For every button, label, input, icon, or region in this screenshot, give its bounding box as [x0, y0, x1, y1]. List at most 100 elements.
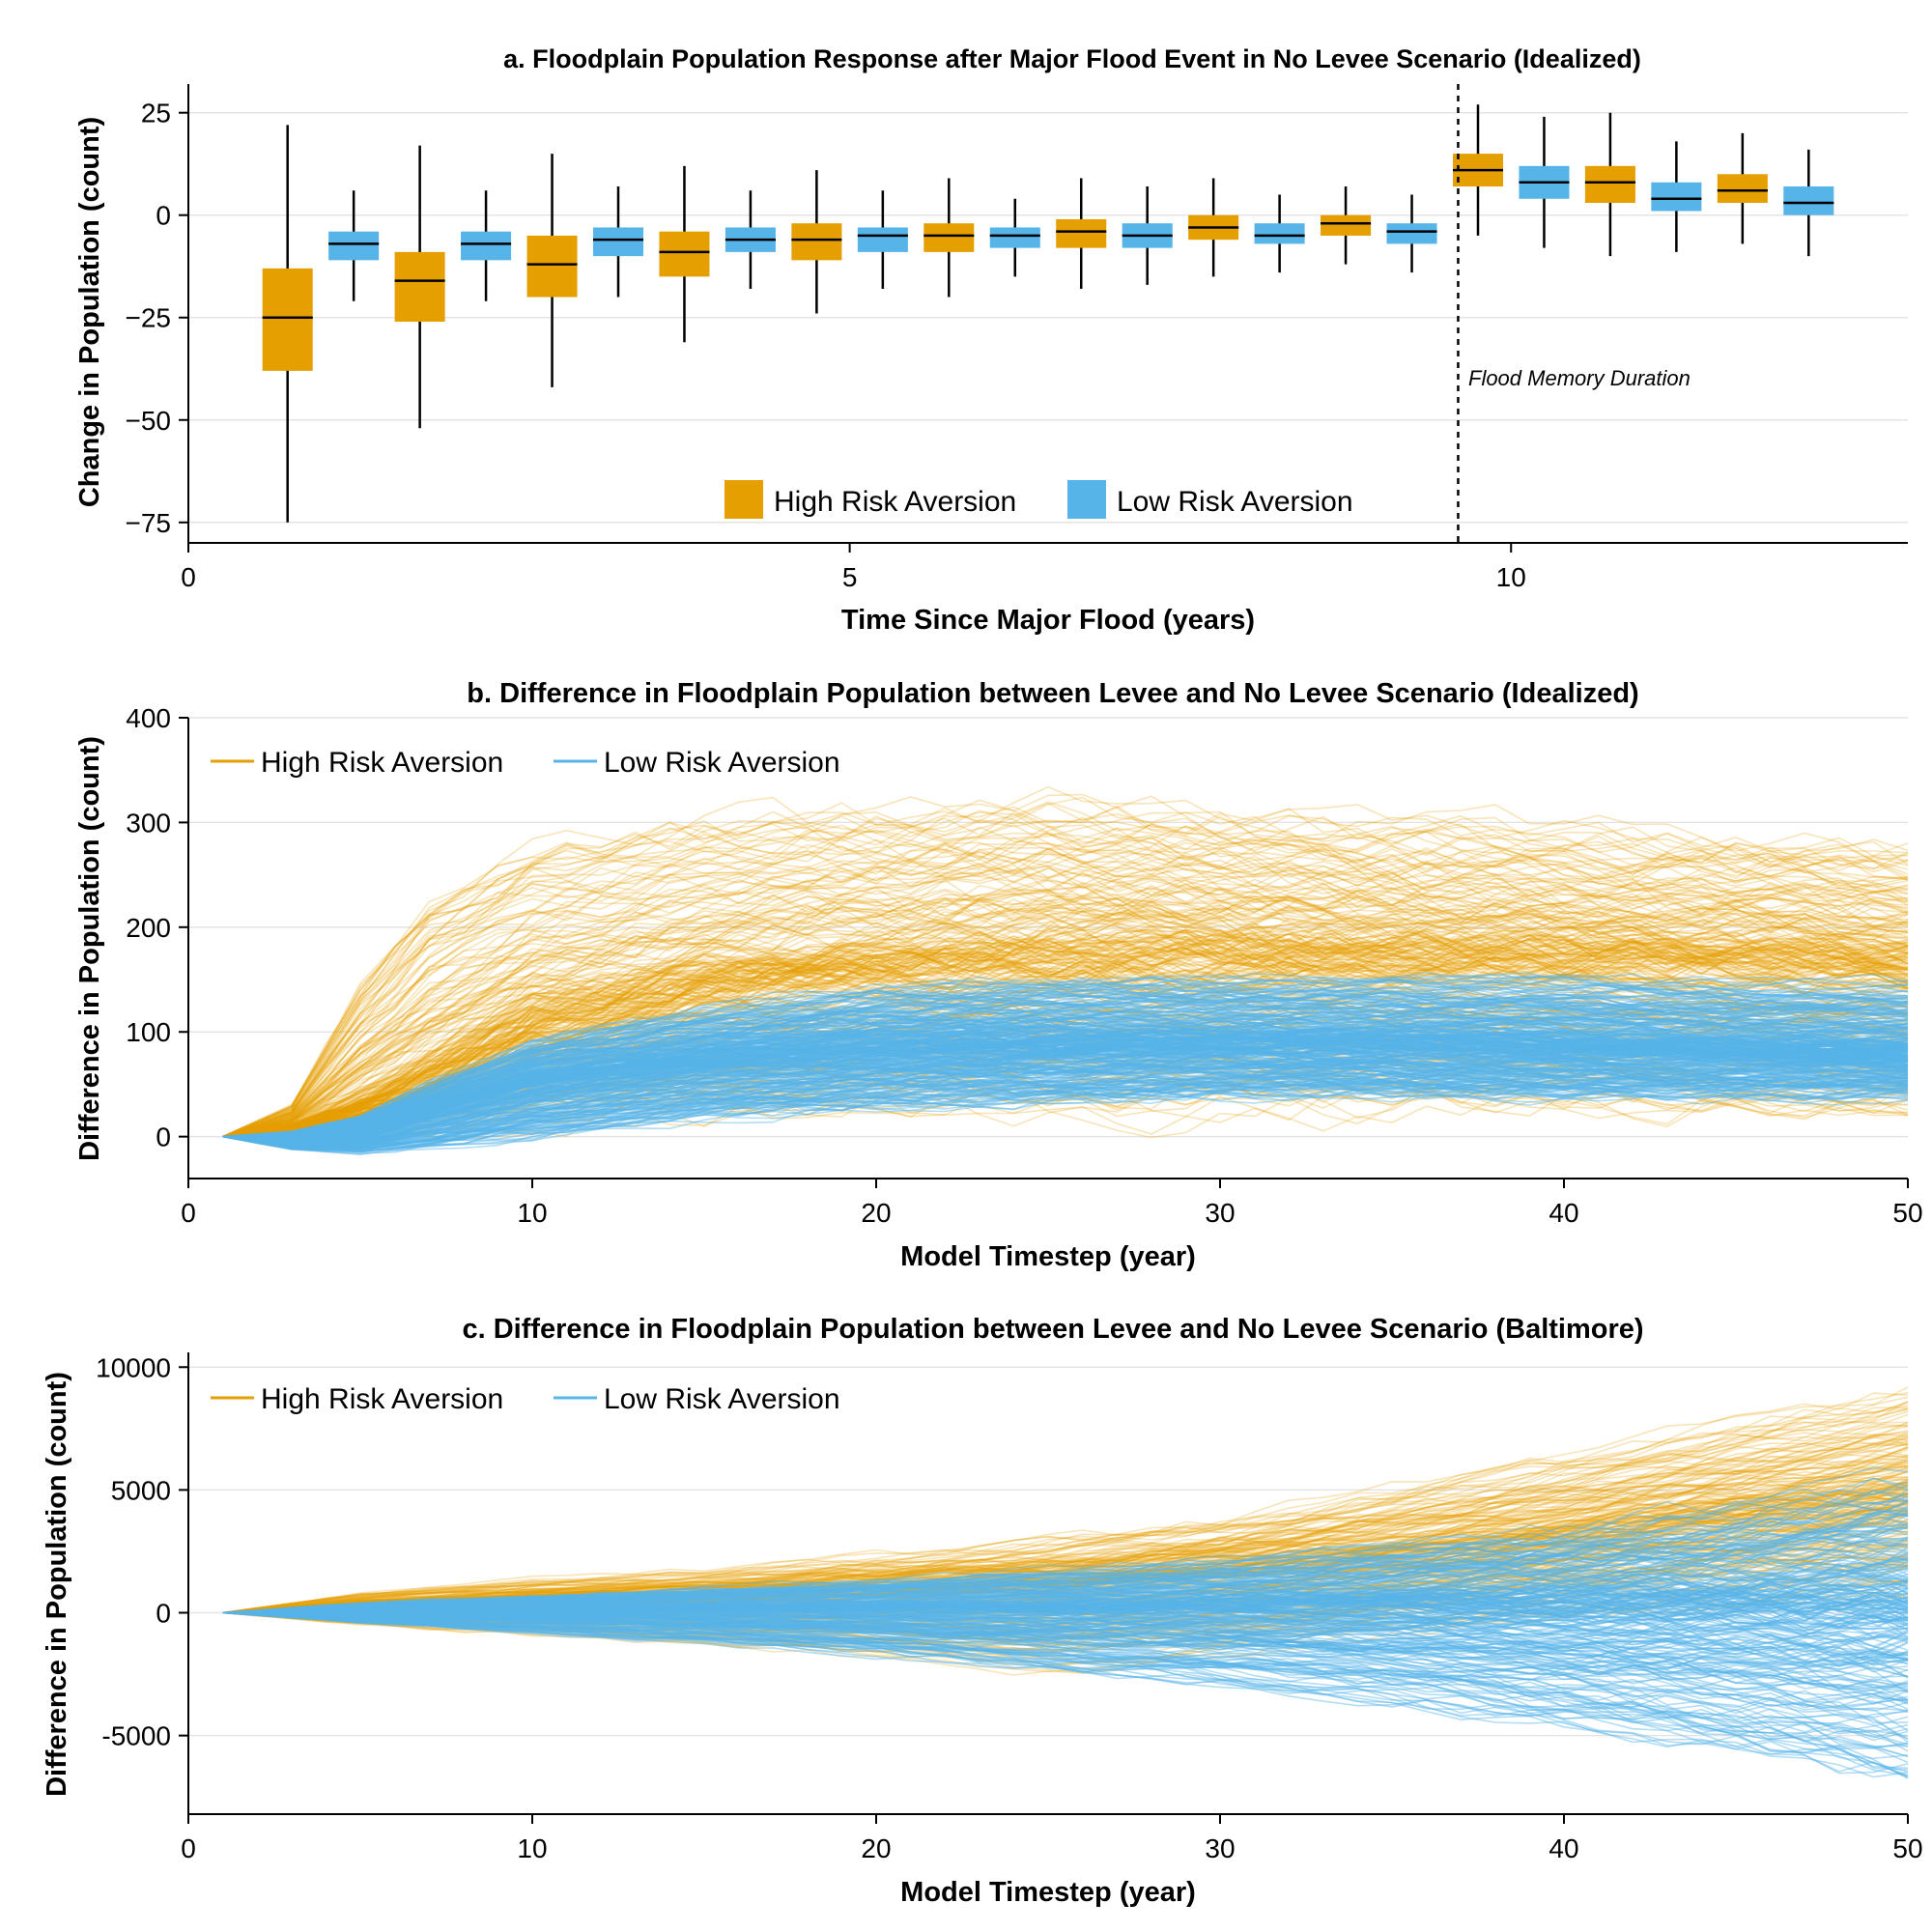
series-line [222, 1036, 1909, 1144]
series-line [222, 1067, 1909, 1149]
series-line [222, 1491, 1909, 1614]
series-line [222, 1544, 1909, 1630]
series-line [222, 1019, 1909, 1140]
series-line [222, 936, 1909, 1138]
panel-b-x-ticks: 0 10 20 30 40 50 [181, 1179, 1923, 1228]
series-line [222, 1458, 1909, 1614]
y-tick-label: 400 [126, 703, 171, 733]
series-line [222, 1560, 1909, 1645]
series-line [222, 1048, 1909, 1142]
series-line [222, 1548, 1909, 1649]
series-line [222, 1034, 1909, 1143]
series-line [222, 998, 1909, 1138]
series-line [222, 1043, 1909, 1145]
series-line [222, 1070, 1909, 1150]
panel-c-gridlines [188, 1366, 1908, 1737]
box-body [1056, 218, 1107, 248]
series-line [222, 1060, 1909, 1142]
series-line [222, 1434, 1909, 1614]
series-line [222, 856, 1909, 1138]
series-line [222, 824, 1909, 1138]
series-line [222, 1580, 1909, 1614]
series-line [222, 1497, 1909, 1614]
series-line [222, 1537, 1909, 1614]
series-line [222, 1611, 1909, 1701]
series-line [222, 1477, 1909, 1614]
series-line [222, 1031, 1909, 1144]
series-line [222, 918, 1909, 1138]
series-line [222, 1611, 1909, 1758]
series-line [222, 1611, 1909, 1662]
series-line [222, 1557, 1909, 1614]
series-line [222, 1008, 1909, 1140]
series-line [222, 917, 1909, 1138]
series-line [222, 1611, 1909, 1713]
series-line [222, 1049, 1909, 1147]
series-line [222, 925, 1909, 1138]
series-line [222, 1611, 1909, 1724]
series-line [222, 1031, 1909, 1138]
series-line [222, 1543, 1909, 1629]
series-line [222, 1611, 1909, 1689]
series-line [222, 1042, 1909, 1146]
series-line [222, 1031, 1909, 1140]
series-line [222, 1512, 1909, 1615]
series-line [222, 1590, 1909, 1625]
series-line [222, 1611, 1909, 1703]
series-line [222, 838, 1909, 1138]
series-line [222, 1040, 1909, 1145]
series-line [222, 1022, 1909, 1141]
series-line [222, 1033, 1909, 1145]
series-line [222, 1046, 1909, 1146]
series-line [222, 997, 1909, 1138]
series-line [222, 990, 1909, 1138]
series-line [222, 793, 1909, 1138]
series-line [222, 1583, 1909, 1614]
series-line [222, 1512, 1909, 1615]
x-tick-label: 10 [517, 1833, 547, 1863]
series-line [222, 1029, 1909, 1141]
series-line [222, 895, 1909, 1138]
y-tick-label: −50 [126, 406, 172, 436]
series-line [222, 1060, 1909, 1146]
series-line [222, 917, 1909, 1138]
series-line [222, 990, 1909, 1138]
series-line [222, 1462, 1909, 1614]
series-line [222, 1447, 1909, 1614]
series-line [222, 969, 1909, 1138]
series-line [222, 1032, 1909, 1143]
series-line [222, 1475, 1909, 1614]
series-line [222, 935, 1909, 1138]
series-line [222, 1476, 1909, 1614]
series-line [222, 1523, 1909, 1623]
series-line [222, 1430, 1909, 1614]
series-line [222, 928, 1909, 1138]
series-line [222, 1037, 1909, 1145]
series-line [222, 1058, 1909, 1147]
series-line [222, 1484, 1909, 1614]
series-line [222, 865, 1909, 1138]
series-line [222, 1587, 1909, 1620]
box-body [461, 231, 512, 261]
series-line [222, 1031, 1909, 1143]
series-line [222, 1008, 1909, 1138]
series-line [222, 1492, 1909, 1614]
series-line [222, 928, 1909, 1138]
series-line [222, 1038, 1909, 1144]
series-line [222, 1611, 1909, 1733]
series-line [222, 1016, 1909, 1140]
series-line [222, 1475, 1909, 1614]
series-line [222, 1492, 1909, 1614]
series-line [222, 1509, 1909, 1614]
series-line [222, 1611, 1909, 1673]
series-line [222, 1611, 1909, 1651]
series-line [222, 1611, 1909, 1690]
series-line [222, 1463, 1909, 1614]
series-line [222, 923, 1909, 1138]
series-line [222, 1066, 1909, 1149]
series-line [222, 1076, 1909, 1150]
series-line [222, 1000, 1909, 1138]
series-line [222, 1070, 1909, 1146]
series-line [222, 1037, 1909, 1144]
series-line [222, 1587, 1909, 1619]
